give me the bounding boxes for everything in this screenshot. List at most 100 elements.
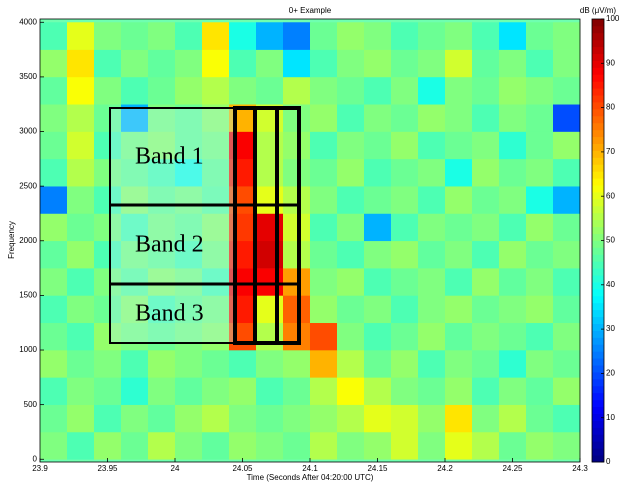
colorbar-segment bbox=[592, 212, 604, 221]
heat-cell bbox=[40, 377, 68, 405]
heat-cell bbox=[472, 158, 500, 187]
heat-cell bbox=[337, 350, 365, 378]
heat-cell bbox=[499, 131, 527, 160]
heat-cell bbox=[553, 295, 581, 324]
heat-cell bbox=[67, 350, 95, 378]
heat-cell bbox=[526, 322, 554, 351]
colorbar-segment bbox=[592, 39, 604, 48]
heat-cell bbox=[256, 22, 284, 50]
heat-cell bbox=[499, 431, 527, 460]
heat-cell bbox=[121, 240, 149, 269]
heat-cell bbox=[40, 240, 68, 269]
heat-cell bbox=[445, 76, 473, 105]
colorbar-segment bbox=[592, 282, 604, 290]
heat-cell bbox=[364, 431, 392, 460]
heat-cell bbox=[283, 240, 311, 269]
band-label: Band 1 bbox=[135, 144, 204, 170]
heat-cell bbox=[472, 49, 500, 78]
colorbar-segment bbox=[592, 150, 604, 158]
colorbar-tick-label: 90 bbox=[606, 58, 615, 67]
heat-cell bbox=[364, 350, 392, 378]
heat-cell bbox=[499, 104, 527, 132]
heat-cell bbox=[283, 377, 311, 405]
heat-cell bbox=[337, 49, 365, 78]
heat-cell bbox=[553, 268, 581, 296]
heat-cell bbox=[337, 213, 365, 242]
heat-cell bbox=[121, 213, 149, 242]
heat-cell bbox=[553, 240, 581, 269]
heat-cell bbox=[148, 350, 176, 378]
colorbar-segment bbox=[592, 233, 604, 241]
y-tick-label: 2500 bbox=[19, 181, 37, 190]
heat-cell bbox=[256, 158, 284, 187]
heat-cell bbox=[526, 186, 554, 214]
heat-cell bbox=[418, 104, 446, 132]
heat-cell bbox=[499, 158, 527, 187]
heat-cell bbox=[391, 131, 419, 160]
heat-cell bbox=[391, 268, 419, 296]
heat-cell bbox=[40, 131, 68, 160]
heat-cell bbox=[40, 213, 68, 242]
heat-cell bbox=[310, 240, 338, 269]
heat-cell bbox=[391, 431, 419, 460]
heat-cell bbox=[94, 404, 122, 433]
heat-cell bbox=[364, 22, 392, 50]
colorbar-segment bbox=[592, 122, 604, 131]
heat-cell bbox=[472, 295, 500, 324]
heat-cell bbox=[391, 186, 419, 214]
heat-cell bbox=[175, 76, 203, 105]
heat-cell bbox=[418, 22, 446, 50]
heat-cell bbox=[391, 22, 419, 50]
heat-cell bbox=[40, 268, 68, 296]
colorbar-segment bbox=[592, 309, 604, 318]
heat-cell bbox=[418, 322, 446, 351]
heat-cell bbox=[121, 322, 149, 351]
heat-cell bbox=[67, 186, 95, 214]
colorbar-tick-label: 60 bbox=[606, 191, 615, 200]
heat-cell bbox=[553, 350, 581, 378]
heat-cell bbox=[337, 186, 365, 214]
x-tick-label: 24.25 bbox=[502, 464, 523, 473]
heat-cell bbox=[67, 76, 95, 105]
colorbar-tick-label: 30 bbox=[606, 324, 615, 333]
heat-cell bbox=[364, 322, 392, 351]
colorbar-segment bbox=[592, 226, 604, 234]
heat-cell bbox=[148, 22, 176, 50]
heat-cell bbox=[364, 268, 392, 296]
heat-cell bbox=[310, 322, 338, 351]
heat-cell bbox=[175, 240, 203, 269]
heat-cell bbox=[445, 404, 473, 433]
heat-cell bbox=[202, 158, 230, 187]
heat-cell bbox=[472, 186, 500, 214]
heat-cell bbox=[256, 431, 284, 460]
heat-cell bbox=[94, 268, 122, 296]
heat-cell bbox=[364, 49, 392, 78]
heat-cell bbox=[418, 158, 446, 187]
colorbar-segment bbox=[592, 268, 604, 276]
heat-cell bbox=[499, 377, 527, 405]
colorbar-segment bbox=[592, 108, 604, 117]
heat-cell bbox=[256, 295, 284, 324]
heat-cell bbox=[67, 158, 95, 187]
colorbar-segment bbox=[592, 74, 604, 82]
heat-cell bbox=[553, 49, 581, 78]
heat-cell bbox=[121, 377, 149, 405]
heat-cell bbox=[175, 213, 203, 242]
heat-cell bbox=[67, 131, 95, 160]
heat-cell bbox=[418, 350, 446, 378]
y-tick-label: 500 bbox=[24, 400, 38, 409]
heat-cell bbox=[202, 322, 230, 351]
heat-cell bbox=[94, 213, 122, 242]
band-boxes bbox=[109, 106, 301, 345]
heat-cell bbox=[445, 295, 473, 324]
heat-cell bbox=[310, 213, 338, 242]
heat-cell bbox=[67, 377, 95, 405]
heat-cell bbox=[40, 49, 68, 78]
heat-cell bbox=[202, 431, 230, 460]
heat-cell bbox=[526, 49, 554, 78]
heat-cell bbox=[526, 268, 554, 296]
colorbar-segment bbox=[592, 413, 604, 421]
heat-cell bbox=[553, 377, 581, 405]
colorbar-segment bbox=[592, 385, 604, 394]
colorbar-segment bbox=[592, 344, 604, 352]
